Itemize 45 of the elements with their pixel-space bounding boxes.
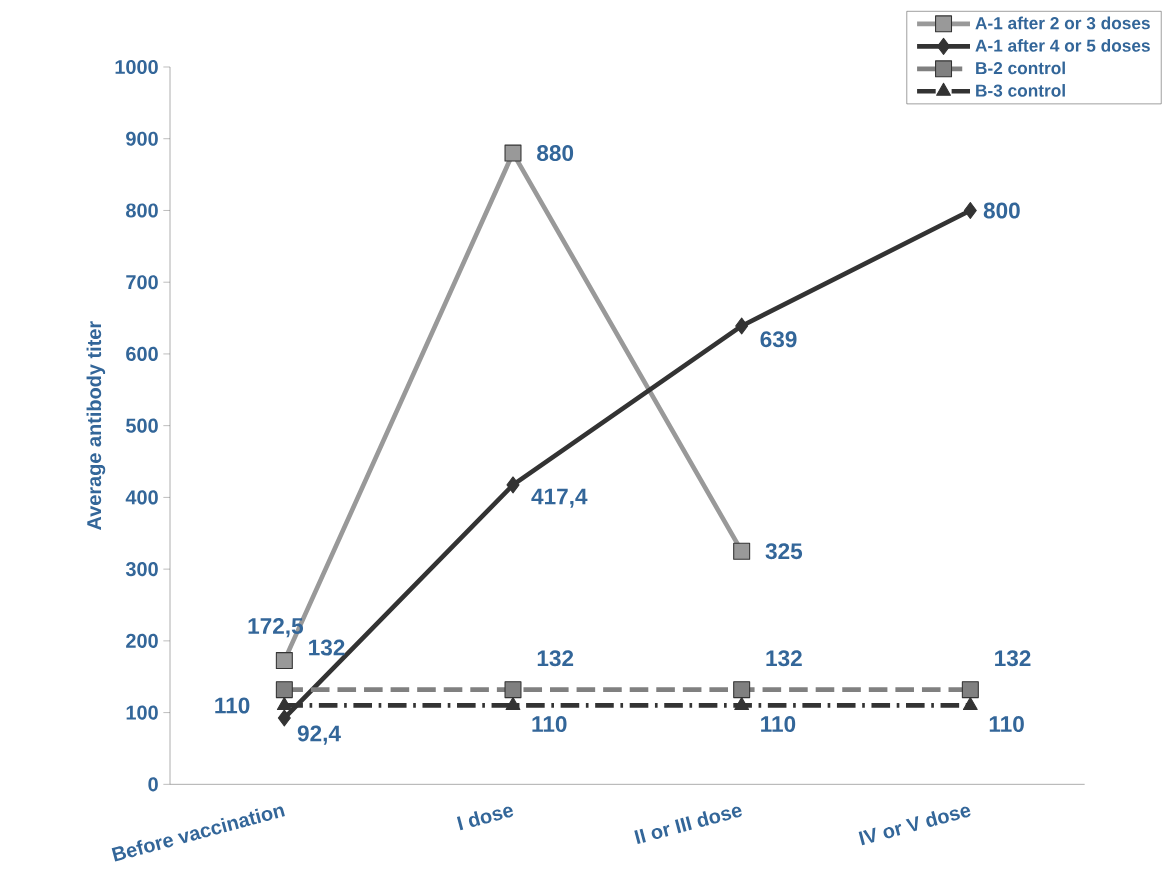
- data-label: 172,5: [248, 617, 304, 638]
- data-label: 92,4: [297, 725, 341, 745]
- point: [504, 144, 522, 162]
- data-label: 880: [537, 145, 574, 162]
- point: [275, 681, 293, 699]
- y-tick-label: 1000: [115, 59, 158, 75]
- data-label: 110: [532, 716, 567, 733]
- x-tick-label: I dose: [456, 806, 514, 831]
- data-label: 110: [761, 716, 796, 733]
- x-tick-label: IV or V dose: [858, 806, 971, 846]
- point: [963, 201, 977, 219]
- y-tick-label: 900: [126, 131, 158, 146]
- legend-label: A-1 after 4 or 5 doses: [975, 39, 1150, 52]
- data-label: 110: [215, 697, 250, 714]
- point: [735, 317, 749, 335]
- x-tick-label: II or III dose: [634, 806, 742, 845]
- data-label: 132: [309, 639, 345, 656]
- point: [275, 652, 293, 670]
- data-label: 132: [766, 650, 802, 667]
- y-tick-label: 500: [126, 418, 158, 433]
- data-label: 325: [765, 543, 803, 560]
- legend-label: B-2 control: [976, 61, 1065, 75]
- y-tick-label: 300: [125, 562, 158, 577]
- data-label: 639: [760, 331, 797, 348]
- data-label: 110: [989, 716, 1024, 733]
- y-tick-label: 400: [125, 490, 158, 505]
- y-tick-label: 700: [126, 275, 158, 290]
- point: [733, 542, 751, 560]
- legend-label: A-1 after 2 or 3 doses: [975, 16, 1150, 30]
- point: [506, 476, 520, 494]
- y-tick-label: 100: [126, 705, 158, 720]
- data-label: 132: [995, 650, 1031, 667]
- point: [733, 681, 751, 699]
- y-tick-label: 200: [126, 633, 158, 648]
- y-axis-title: Average antibody titer: [86, 321, 106, 530]
- point: [277, 709, 291, 727]
- y-tick-label: 0: [148, 777, 158, 792]
- data-label: 417,4: [531, 488, 588, 508]
- y-tick-label: 600: [126, 346, 158, 361]
- point: [961, 681, 979, 699]
- data-label: 132: [537, 650, 574, 667]
- legend-label: B-3 control: [976, 84, 1065, 97]
- point: [504, 681, 522, 699]
- y-tick-label: 800: [126, 203, 158, 218]
- data-label: 800: [983, 202, 1020, 219]
